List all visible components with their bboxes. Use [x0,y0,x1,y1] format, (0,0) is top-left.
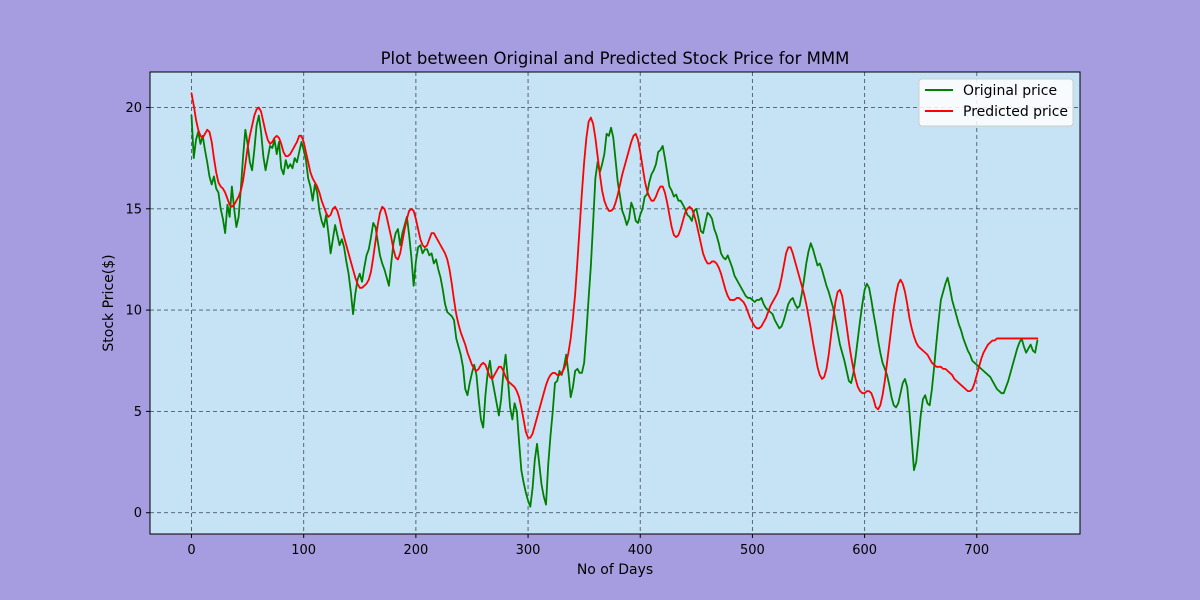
x-tick-label: 0 [187,543,195,558]
legend: Original price Predicted price [918,78,1074,127]
y-tick-label: 10 [125,304,142,319]
x-tick-label: 200 [403,543,428,558]
chart-title: Plot between Original and Predicted Stoc… [381,49,850,68]
y-tick-label: 5 [134,405,142,420]
series-line-predicted-price [190,92,1039,439]
x-tick-label: 500 [740,543,765,558]
legend-label-predicted: Predicted price [963,104,1068,120]
x-axis-label: No of Days [577,562,653,578]
y-tick-label: 20 [125,101,142,116]
plot-frame [149,71,1081,535]
series-line-original-price [190,114,1039,508]
x-tick-label: 300 [516,543,541,558]
y-tick-label: 0 [134,506,142,521]
y-axis-label: Stock Price($) [101,254,117,351]
x-tick-label: 100 [291,543,316,558]
series-layer [190,92,1039,508]
x-tick-label: 700 [964,543,989,558]
axis-ticks: 0 100 200 300 400 500 600 700 0 5 10 15 20 [125,101,989,558]
legend-label-original: Original price [963,83,1057,99]
y-tick-label: 15 [125,202,142,217]
x-tick-label: 400 [628,543,653,558]
legend-box [918,78,1074,127]
x-tick-label: 600 [852,543,877,558]
